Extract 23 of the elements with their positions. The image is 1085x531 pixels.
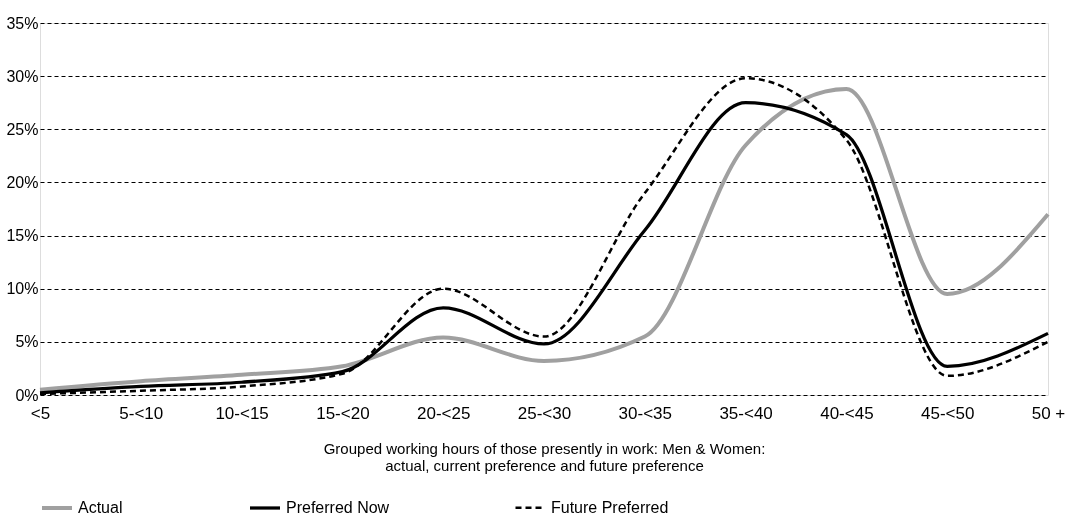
- x-tick-label: 20-<25: [416, 403, 471, 423]
- y-tick-label: 35%: [6, 14, 39, 32]
- y-tick-label: 15%: [6, 227, 39, 245]
- y-tick-label: 0%: [15, 386, 39, 404]
- y-tick-label: 5%: [15, 333, 39, 351]
- legend-label: Preferred Now: [286, 499, 390, 516]
- y-tick-label: 10%: [6, 280, 39, 298]
- x-tick-label: 15-<20: [316, 403, 370, 423]
- x-tick-label: 25-<30: [517, 403, 572, 423]
- x-tick-label: 10-<15: [215, 403, 269, 423]
- x-tick-label: 35-<40: [719, 403, 773, 423]
- y-tick-label: 25%: [6, 120, 39, 138]
- x-tick-label: 30-<35: [618, 403, 673, 423]
- y-tick-label: 30%: [6, 67, 39, 85]
- x-tick-label: 45-<50: [920, 403, 975, 423]
- legend-label: Actual: [78, 499, 123, 516]
- x-axis-title: Grouped working hours of those presently in work: Men & Women: actual, current preference and future preference: [323, 439, 766, 474]
- x-tick-label: <5: [30, 403, 51, 423]
- x-tick-label: 5-<10: [119, 403, 164, 423]
- x-tick-label: 40-<45: [820, 403, 874, 423]
- legend-label: Future Preferred: [551, 498, 669, 516]
- x-tick-label: 50 +: [1031, 403, 1066, 423]
- y-tick-label: 20%: [6, 173, 39, 191]
